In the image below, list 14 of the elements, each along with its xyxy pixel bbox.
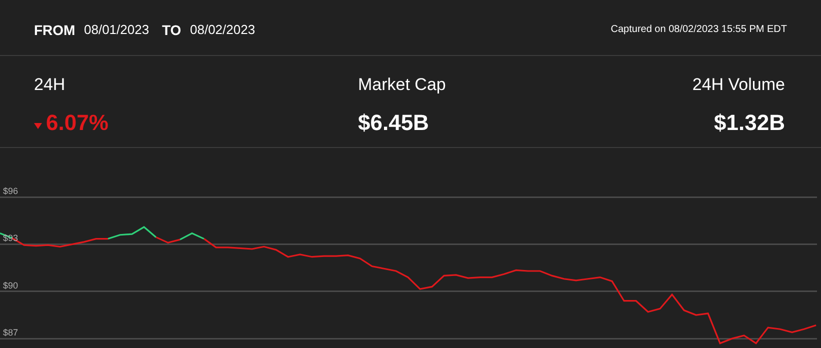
y-tick-label: $96 (3, 186, 18, 196)
text: $6.45B (358, 110, 429, 136)
text: 08/01/2023 (84, 22, 150, 37)
text: $1.32B (714, 110, 785, 136)
text: FROM (34, 22, 76, 38)
text: 24H Volume (692, 75, 785, 95)
y-tick-label: $87 (3, 327, 18, 338)
text: Captured on 08/02/2023 15:55 PM EDT (610, 24, 787, 35)
text: TO (162, 22, 182, 38)
text: 08/02/2023 (190, 22, 256, 37)
y-tick-label: $90 (3, 280, 18, 290)
text: 6.07% (46, 110, 108, 136)
text: Market Cap (358, 75, 446, 95)
text: 24H (34, 75, 66, 95)
